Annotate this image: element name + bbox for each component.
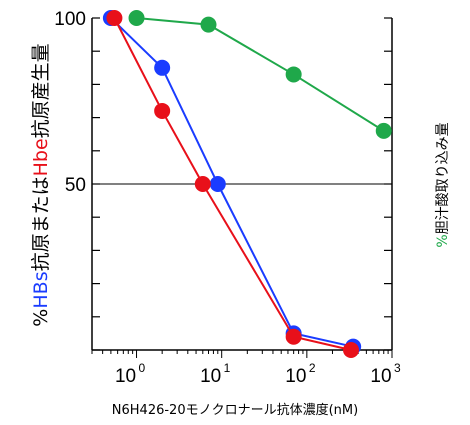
x-tick-label: 10 — [285, 366, 306, 387]
series-3 — [106, 10, 359, 358]
x-tick-exponent: 2 — [309, 361, 316, 375]
x-tick-label: 10 — [200, 366, 221, 387]
secondary-y-axis-label-part: 胆汁酸取り込み量 — [435, 122, 451, 234]
x-tick-exponent: 3 — [394, 361, 401, 375]
data-point — [128, 10, 145, 26]
secondary-y-axis-label: %胆汁酸取り込み量 — [435, 122, 451, 247]
y-tick-label: 100 — [54, 9, 86, 30]
data-point — [375, 122, 392, 139]
series-line — [110, 17, 354, 348]
data-point — [209, 176, 226, 192]
data-point — [154, 59, 171, 76]
x-tick-label: 10 — [370, 366, 391, 387]
series-1 — [128, 10, 392, 139]
chart-axes — [91, 17, 393, 358]
data-point — [200, 16, 217, 33]
data-point — [285, 66, 302, 83]
y-axis-label: %HBs抗原またはHbe抗原産生量 — [30, 43, 52, 326]
x-tick-label: 10 — [115, 366, 136, 387]
data-point — [342, 342, 359, 358]
data-point — [194, 176, 211, 192]
series-2 — [102, 10, 362, 355]
secondary-y-axis-label-part: % — [435, 234, 451, 247]
y-axis-label-part: % — [30, 309, 52, 327]
y-axis-label-part: Hbe — [30, 138, 52, 176]
data-point — [285, 328, 302, 345]
y-axis-label-part: 抗原産生量 — [30, 43, 52, 138]
x-axis-label: N6H426-20モノクロナール抗体濃度(nM) — [112, 402, 358, 418]
x-tick-exponent: 1 — [224, 361, 231, 375]
data-point — [106, 10, 123, 26]
y-tick-label: 50 — [65, 175, 86, 196]
series-line — [136, 17, 385, 132]
y-axis-label-part: HBs — [30, 271, 52, 308]
x-tick-exponent: 0 — [139, 361, 146, 375]
data-point — [154, 102, 171, 119]
y-axis-label-part: 抗原または — [30, 176, 52, 271]
series-group — [102, 10, 392, 358]
